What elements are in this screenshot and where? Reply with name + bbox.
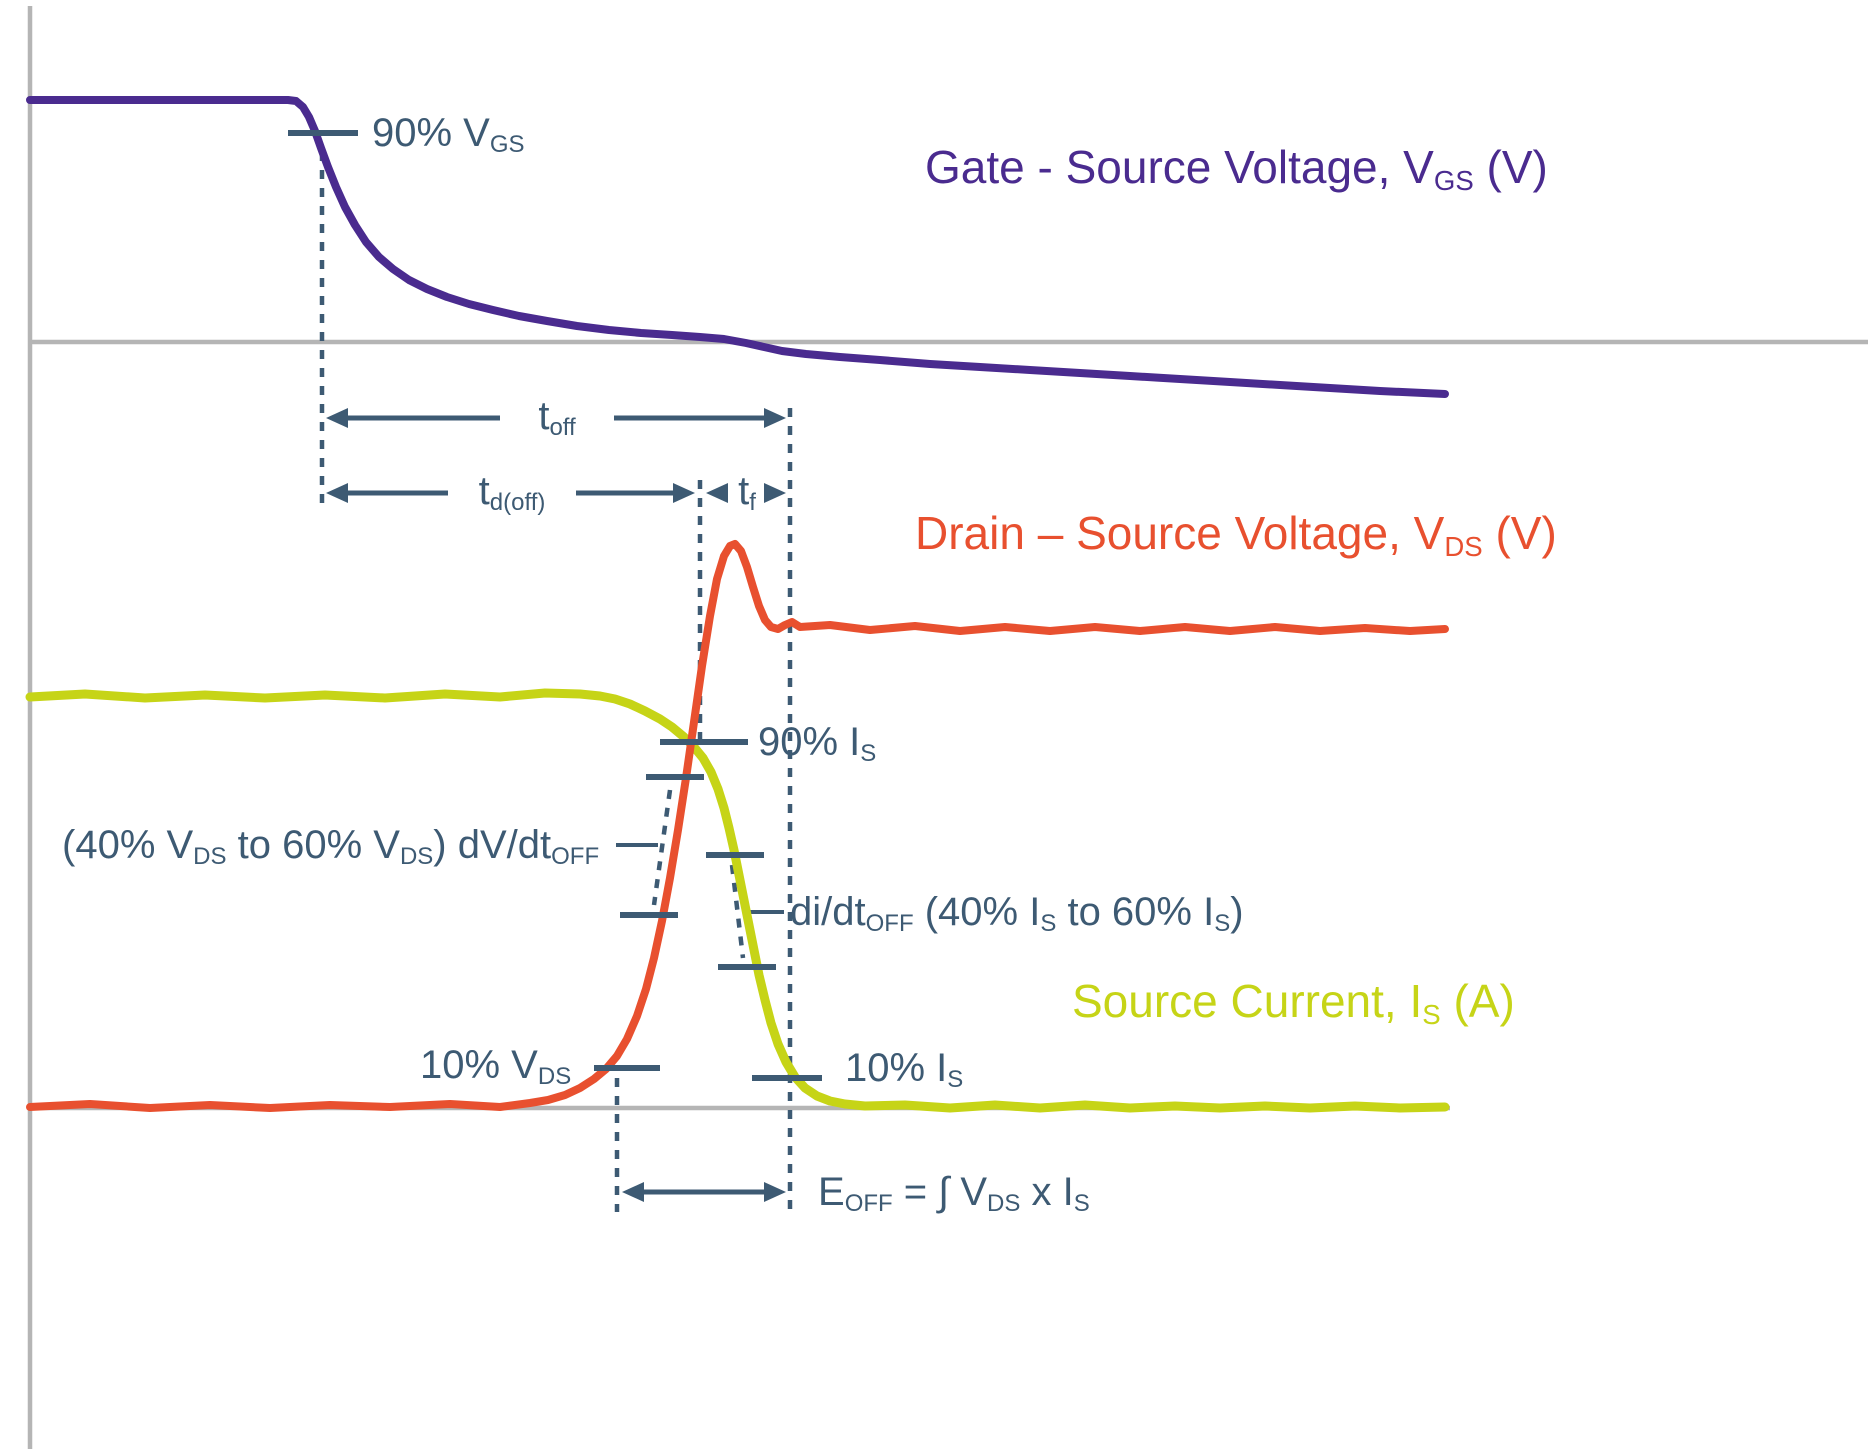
legend-source-current: Source Current, IS (A) bbox=[1072, 975, 1515, 1030]
eoff-arrowhead-right bbox=[764, 1182, 786, 1202]
label-tf: tf bbox=[738, 469, 756, 516]
tf-arrowhead-right bbox=[764, 483, 786, 503]
legend-gate-source-voltage: Gate - Source Voltage, VGS (V) bbox=[925, 141, 1548, 196]
label-90-vgs: 90% VGS bbox=[372, 111, 525, 158]
tf-arrowhead-left bbox=[706, 483, 728, 503]
eoff-arrowhead-left bbox=[622, 1182, 644, 1202]
label-didt-off: di/dtOFF (40% IS to 60% IS) bbox=[790, 890, 1244, 937]
dashed-connector-dvdt bbox=[651, 789, 673, 906]
label-eoff-integral: EOFF = ∫ VDS x IS bbox=[818, 1170, 1090, 1217]
source-current-curve bbox=[25, 688, 1450, 1113]
tdoff-arrowhead-left bbox=[326, 483, 348, 503]
tdoff-arrowhead-right bbox=[673, 483, 695, 503]
dashed-connector-didt bbox=[729, 864, 746, 959]
label-10-vds: 10% VDS bbox=[420, 1043, 572, 1090]
legend-drain-source-voltage: Drain – Source Voltage, VDS (V) bbox=[915, 507, 1557, 562]
gate-source-voltage-curve bbox=[26, 96, 1449, 398]
toff-arrowhead-right bbox=[764, 408, 786, 428]
label-dvdt-off: (40% VDS to 60% VDS) dV/dtOFF bbox=[62, 823, 600, 870]
drain-source-voltage-curve bbox=[26, 540, 1449, 1112]
label-tdoff: td(off) bbox=[478, 469, 546, 516]
toff-arrowhead-left bbox=[326, 408, 348, 428]
label-10-is: 10% IS bbox=[845, 1046, 964, 1093]
label-90-is: 90% IS bbox=[758, 720, 877, 767]
label-toff: toff bbox=[538, 394, 576, 441]
